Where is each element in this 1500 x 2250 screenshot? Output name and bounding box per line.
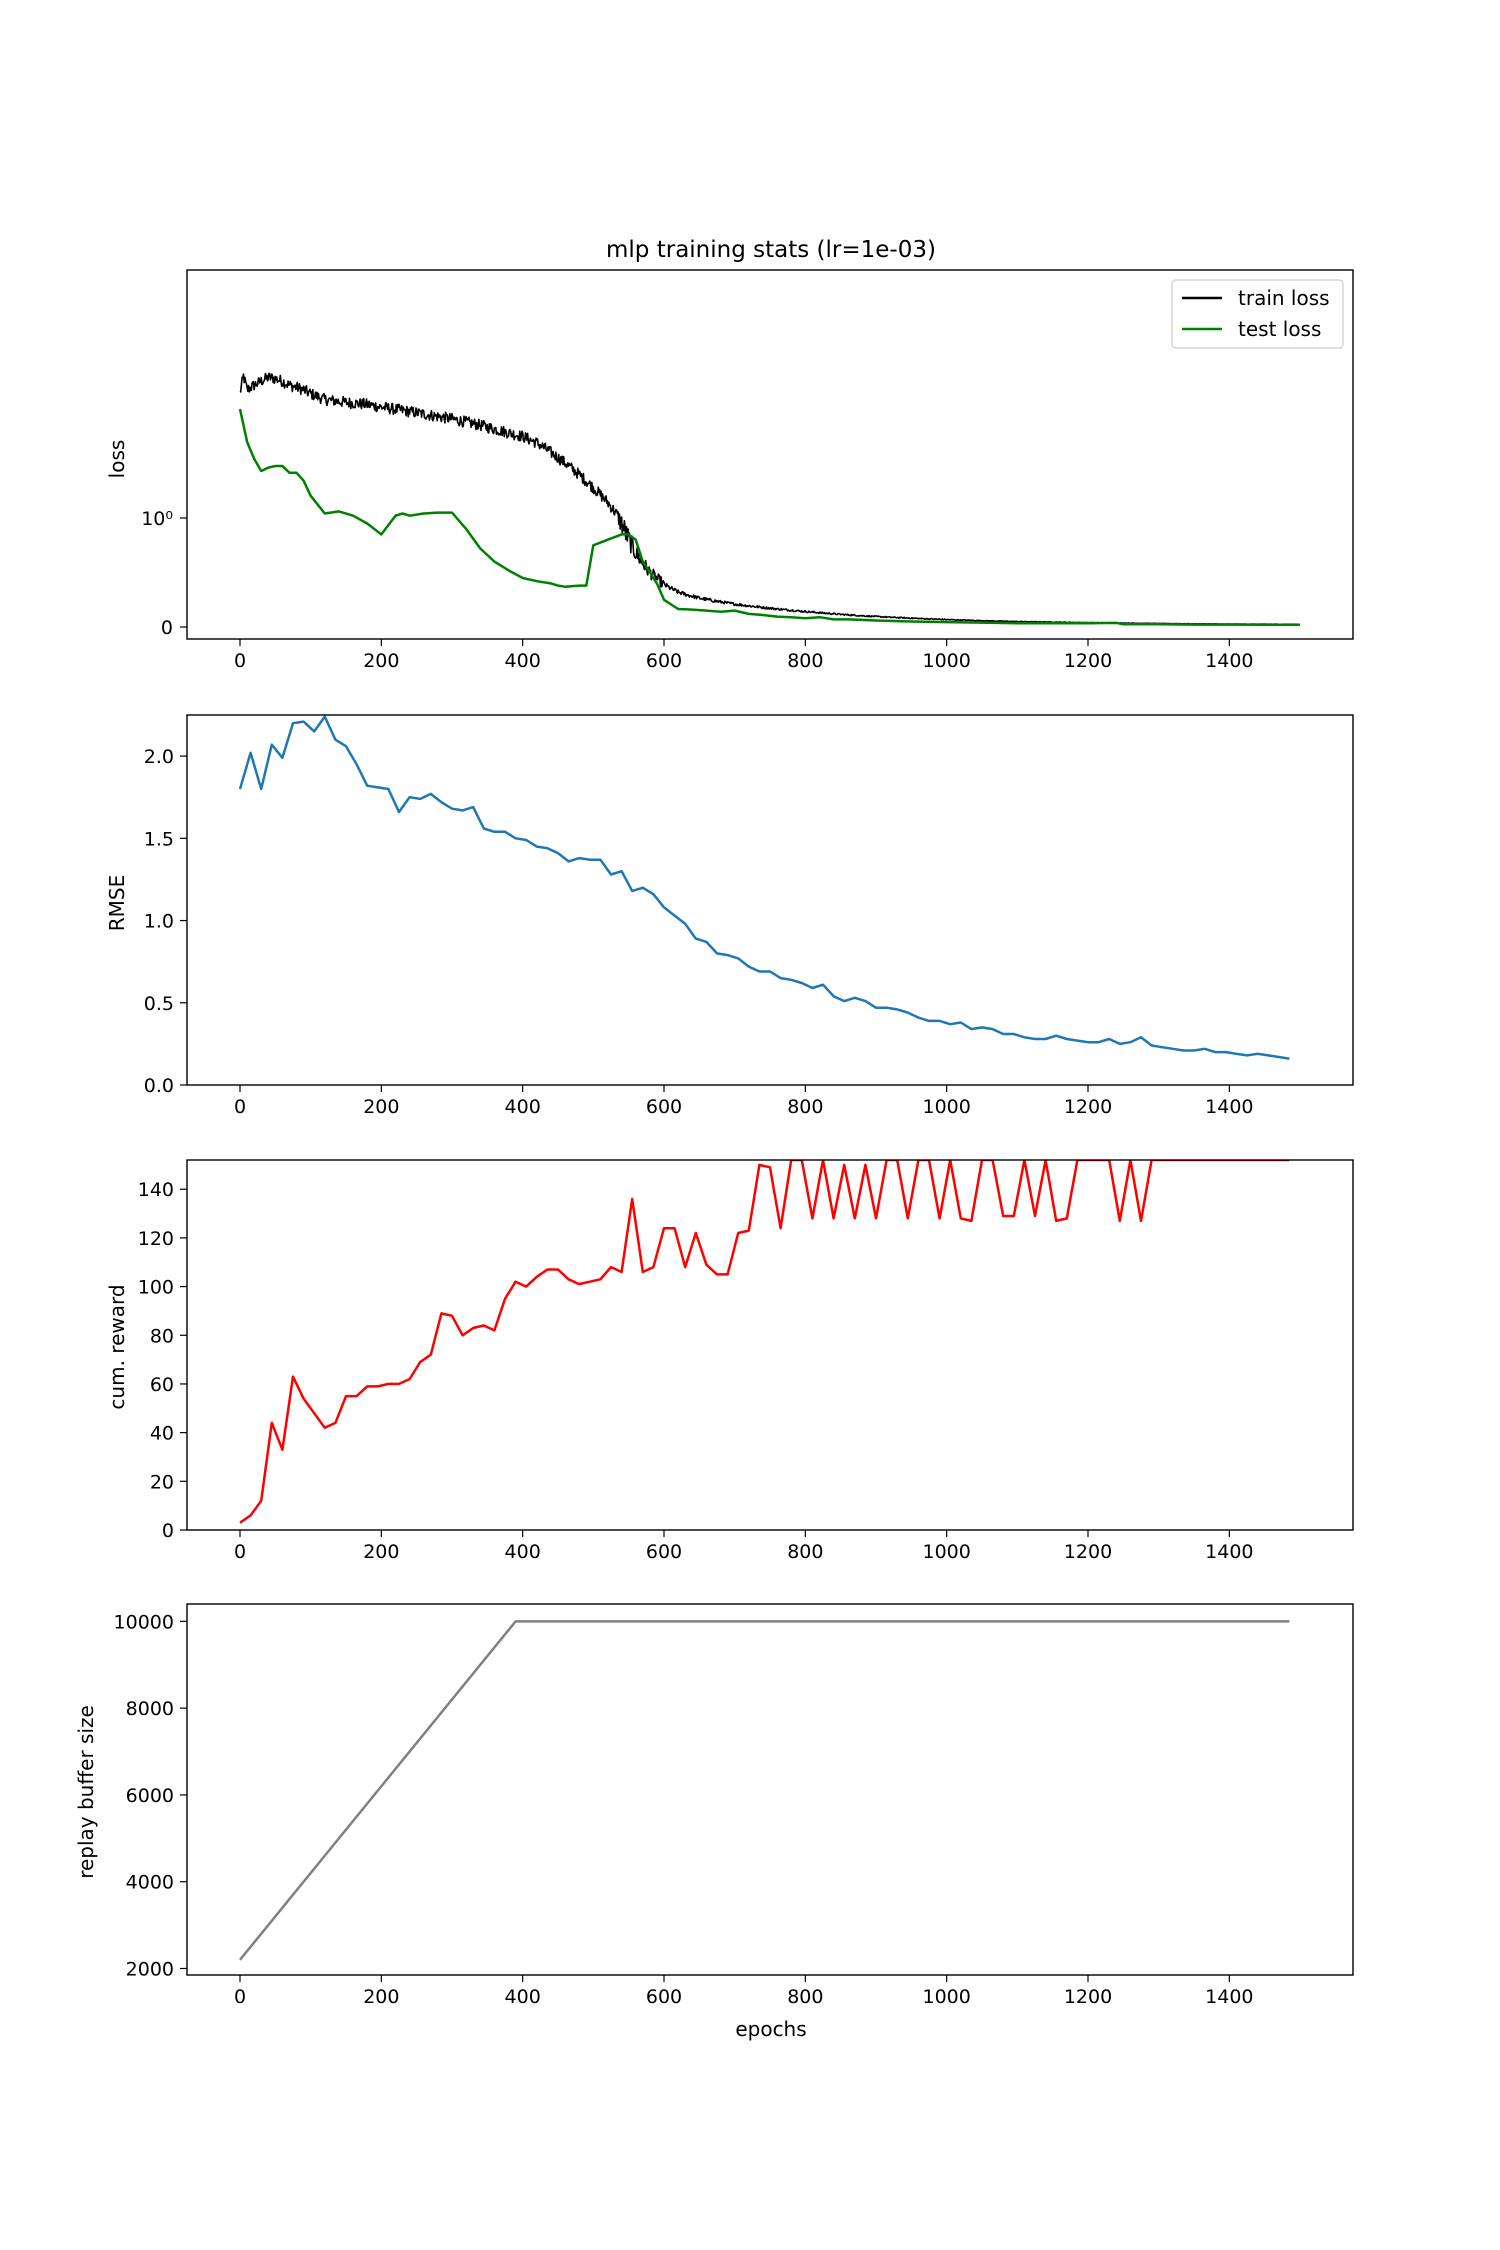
y-tick-label: 10000 [114,1611,174,1633]
legend-label-train-loss: train loss [1238,286,1330,310]
y-axis: 2000 4000 6000 8000 10000 [114,1611,187,1980]
y-tick-label: 0 [162,1520,174,1542]
y-tick-label: 4000 [126,1872,174,1894]
plot-area [239,1620,1290,1961]
x-tick-label: 400 [505,1096,541,1118]
x-tick-label: 1400 [1205,1541,1253,1563]
y-tick-label: 2.0 [144,746,174,768]
y-tick-label: 0.5 [144,993,174,1015]
x-tick-label: 1200 [1064,1541,1112,1563]
rmse-panel: RMSE 0 200 400 600 800 1000 1200 1400 0.0 0.5 1.0… [105,714,1354,1118]
x-tick-label: 400 [505,1541,541,1563]
x-tick-label: 400 [505,650,541,672]
x-tick-label: 1000 [922,650,970,672]
y-tick-label: 6000 [126,1785,174,1807]
y-axis-label: cum. reward [105,1284,129,1409]
y-tick-label: 10⁰ [141,508,173,530]
y-axis: 0 10⁰ [141,508,187,639]
x-tick-label: 200 [363,1541,399,1563]
plot-area [238,372,1301,627]
series-line-0 [239,1160,1290,1524]
x-tick-label: 600 [646,1096,682,1118]
y-axis: 0.0 0.5 1.0 1.5 2.0 [144,746,187,1097]
x-axis: 0 200 400 600 800 1000 1200 1400 [234,639,1254,672]
y-tick-label: 2000 [126,1958,174,1980]
x-tick-label: 600 [646,1986,682,2008]
x-tick-label: 1200 [1064,1986,1112,2008]
x-tick-label: 800 [787,1096,823,1118]
x-tick-label: 0 [234,1541,246,1563]
y-tick-label: 0 [161,617,173,639]
x-axis: 0 200 400 600 800 1000 1200 1400 [234,1085,1254,1118]
x-tick-label: 0 [234,1096,246,1118]
chart-title: mlp training stats (lr=1e-03) [606,237,936,263]
x-tick-label: 1400 [1205,1096,1253,1118]
x-tick-label: 1000 [922,1986,970,2008]
legend-label-test-loss: test loss [1238,317,1321,341]
x-tick-label: 0 [234,1986,246,2008]
y-tick-label: 8000 [126,1698,174,1720]
y-tick-label: 100 [138,1277,174,1299]
x-tick-label: 600 [646,650,682,672]
y-tick-label: 20 [150,1471,174,1493]
axes-frame [186,714,1354,1086]
loss-panel: mlp training stats (lr=1e-03) loss 0 200 4… [105,237,1354,672]
x-tick-label: 1000 [922,1541,970,1563]
series-line-test-loss [238,408,1300,627]
x-axis: 0 200 400 600 800 1000 1200 1400 [234,1975,1254,2008]
y-tick-label: 1.0 [144,911,174,933]
y-axis: 0 20 40 60 80 100 120 140 [138,1179,187,1542]
x-axis-label: epochs [735,2017,806,2041]
axes-frame [186,1159,1354,1531]
y-tick-label: 40 [150,1423,174,1445]
y-axis-label: replay buffer size [74,1705,98,1879]
axes-frame [186,1603,1354,1976]
x-tick-label: 1200 [1064,650,1112,672]
y-tick-label: 80 [150,1325,174,1347]
plot-area [239,1160,1290,1524]
axes-frame [186,269,1354,640]
y-tick-label: 60 [150,1374,174,1396]
y-tick-label: 140 [138,1179,174,1201]
buffer-panel: replay buffer size epochs 0 200 400 600 800 1… [74,1603,1354,2041]
x-axis: 0 200 400 600 800 1000 1200 1400 [234,1530,1254,1563]
plot-area [238,715,1290,1060]
series-line-train-loss [239,372,1301,626]
x-tick-label: 1200 [1064,1096,1112,1118]
x-tick-label: 600 [646,1541,682,1563]
x-tick-label: 0 [234,650,246,672]
y-tick-label: 0.0 [144,1075,174,1097]
x-tick-label: 800 [787,650,823,672]
y-axis-label: RMSE [105,875,129,931]
x-tick-label: 1400 [1205,1986,1253,2008]
y-tick-label: 120 [138,1228,174,1250]
legend: train loss test loss [1171,279,1344,349]
y-tick-label: 1.5 [144,828,174,850]
y-axis-label: loss [105,440,129,479]
series-line-0 [238,715,1290,1060]
x-tick-label: 800 [787,1541,823,1563]
x-tick-label: 200 [363,1096,399,1118]
x-tick-label: 1400 [1205,650,1253,672]
x-tick-label: 1000 [922,1096,970,1118]
reward-panel: cum. reward 0 200 400 600 800 1000 1200 1400 0 2… [105,1159,1354,1563]
x-tick-label: 200 [363,650,399,672]
x-tick-label: 800 [787,1986,823,2008]
x-tick-label: 400 [505,1986,541,2008]
series-line-0 [239,1620,1290,1961]
x-tick-label: 200 [363,1986,399,2008]
